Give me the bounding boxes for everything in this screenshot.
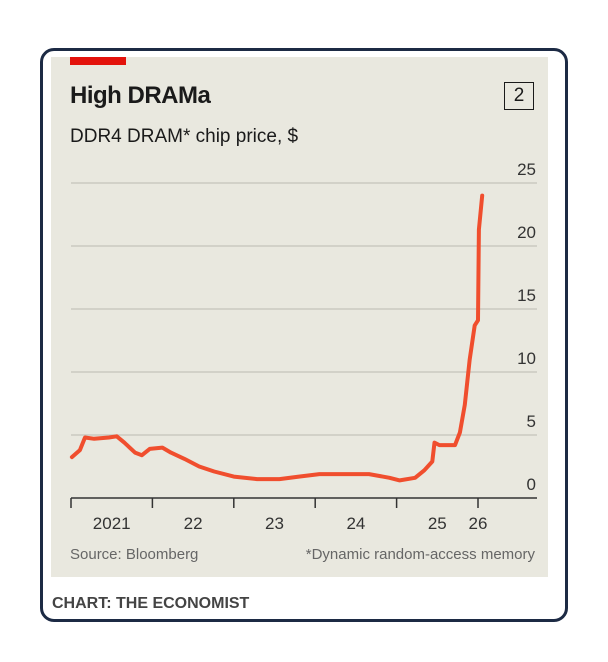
y-tick-label: 20 <box>517 223 536 242</box>
y-tick-label: 15 <box>517 286 536 305</box>
economist-red-bar <box>70 57 126 65</box>
x-tick-label: 26 <box>469 514 488 533</box>
x-tick-label: 24 <box>346 514 365 533</box>
x-tick-label: 23 <box>265 514 284 533</box>
chart-title: High DRAMa <box>70 82 211 109</box>
y-tick-label: 0 <box>527 475 536 494</box>
chart-number-badge: 2 <box>504 82 534 110</box>
source-note: Source: Bloomberg <box>70 546 199 563</box>
y-tick-label: 25 <box>517 160 536 179</box>
price-line <box>69 193 485 483</box>
x-tick-label: 22 <box>184 514 203 533</box>
x-tick-label: 25 <box>428 514 447 533</box>
chart-credit: CHART: THE ECONOMIST <box>52 595 250 612</box>
x-tick-label: 2021 <box>93 514 131 533</box>
y-tick-label: 5 <box>527 412 536 431</box>
footnote: *Dynamic random-access memory <box>305 546 535 563</box>
chart-panel <box>51 57 548 577</box>
chart-subtitle: DDR4 DRAM* chip price, $ <box>70 126 299 147</box>
y-tick-label: 10 <box>517 349 536 368</box>
